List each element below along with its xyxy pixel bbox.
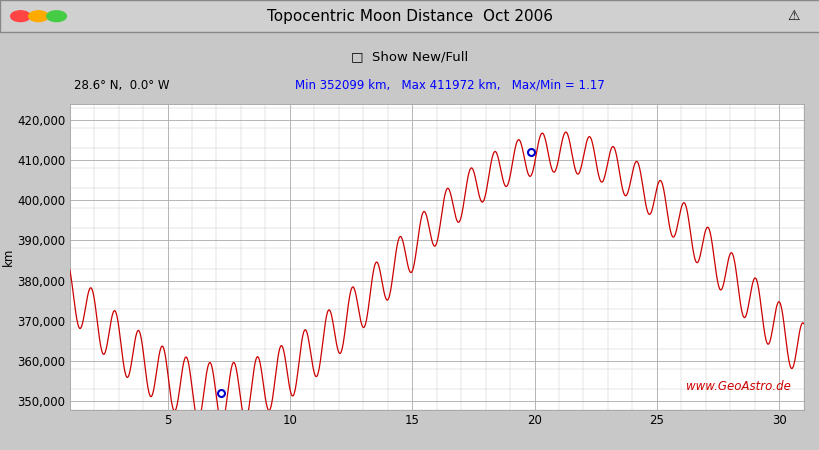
Text: ⚠: ⚠ <box>786 9 799 23</box>
Text: □  Show New/Full: □ Show New/Full <box>351 51 468 63</box>
Text: Topocentric Moon Distance  Oct 2006: Topocentric Moon Distance Oct 2006 <box>267 9 552 24</box>
Text: 28.6° N,  0.0° W: 28.6° N, 0.0° W <box>74 79 169 91</box>
Y-axis label: km: km <box>2 248 15 266</box>
Text: www.GeoAstro.de: www.GeoAstro.de <box>686 380 790 393</box>
Text: Min 352099 km,   Max 411972 km,   Max/Min = 1.17: Min 352099 km, Max 411972 km, Max/Min = … <box>295 79 604 91</box>
